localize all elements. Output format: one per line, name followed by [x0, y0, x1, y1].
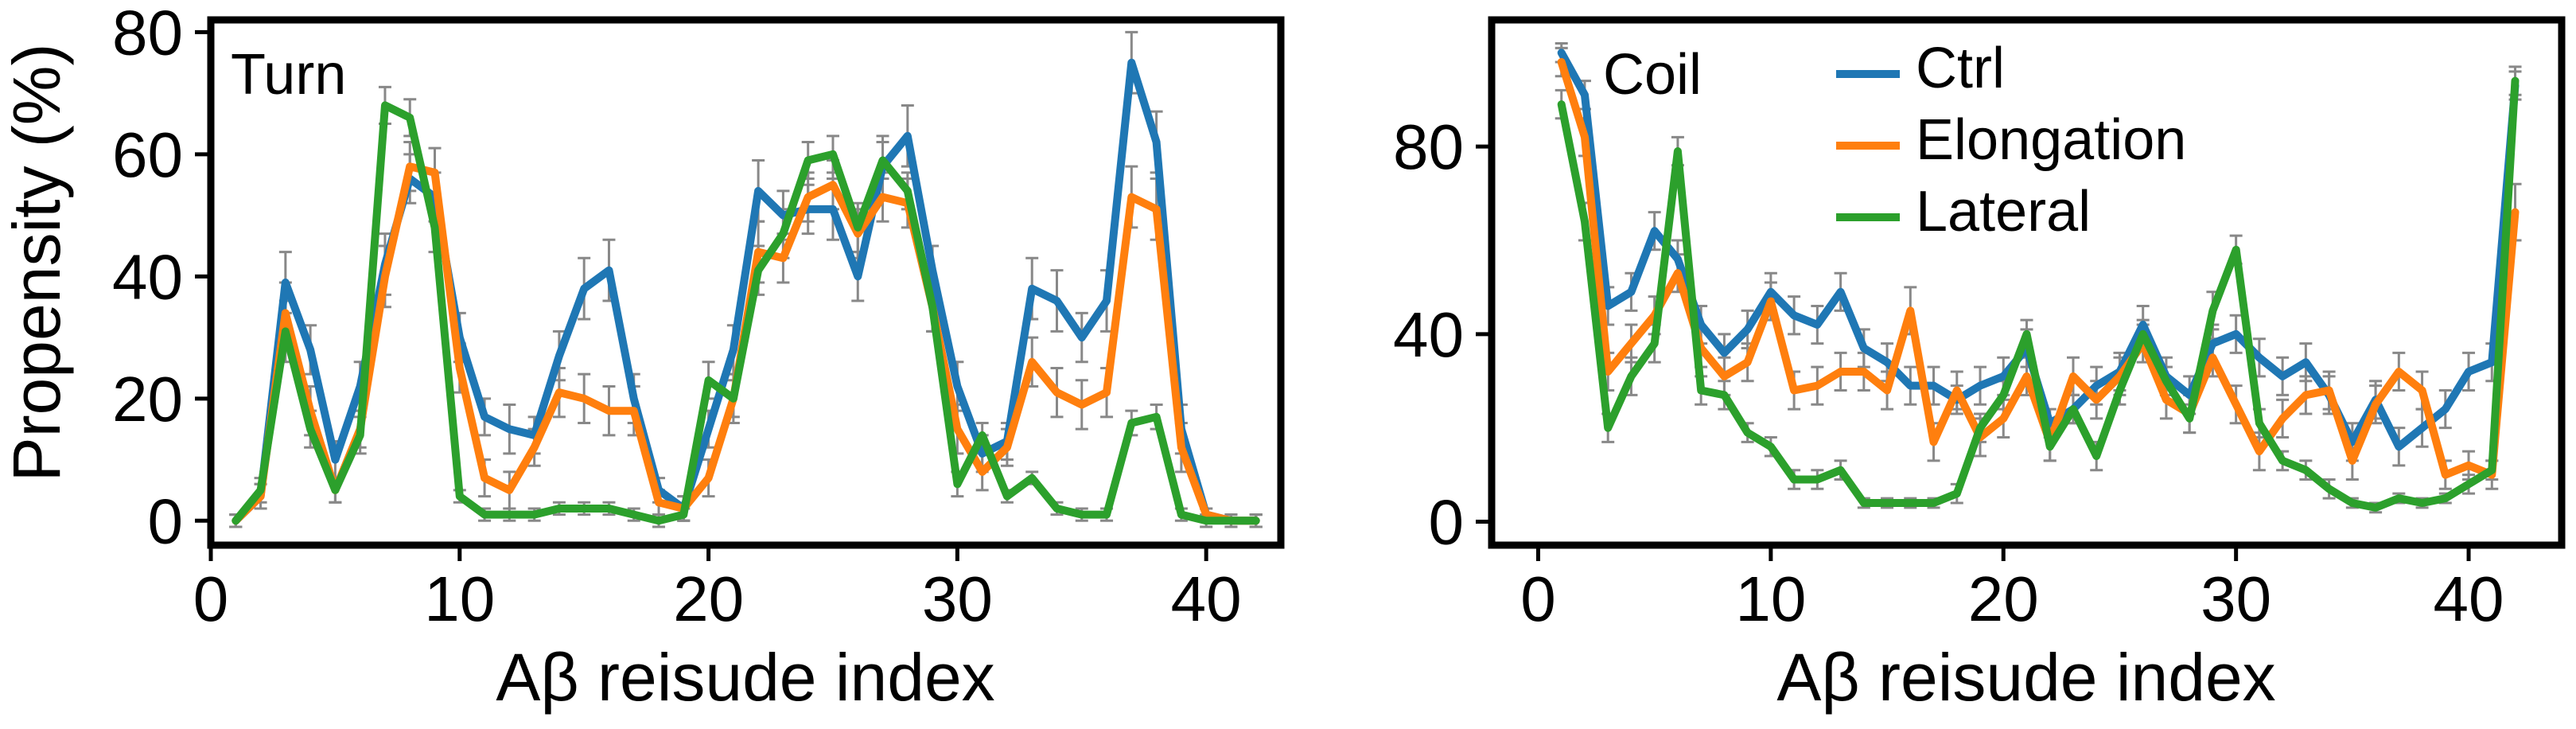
turn-y-tick-label: 60 [112, 119, 183, 190]
legend-label-lateral: Lateral [1916, 180, 2091, 244]
coil-lateral-line [1557, 76, 2520, 512]
coil-panel-label: Coil [1603, 43, 1702, 107]
turn-x-tick-label: 0 [193, 563, 229, 634]
turn-ctrl-line [232, 58, 1260, 525]
coil-x-axis-title: Aβ reisude index [1776, 640, 2275, 715]
turn-panel-label: Turn [231, 43, 346, 107]
turn-plot-frame [207, 16, 1285, 549]
turn-x-tick-label: 30 [922, 563, 993, 634]
turn-y-tick-label: 20 [112, 364, 183, 435]
turn-x-tick-label: 20 [673, 563, 744, 634]
turn-lateral-line [232, 101, 1260, 525]
turn-axis-ticks: 0 10 20 30 40 0 20 40 60 80 [112, 0, 1242, 634]
turn-x-tick-label: 40 [1171, 563, 1242, 634]
coil-panel: 0 10 20 30 40 0 40 80 Coil Aβ reisude index Ctr… [1393, 16, 2566, 715]
coil-series-lines [1557, 49, 2520, 512]
turn-y-tick-label: 80 [112, 0, 183, 68]
coil-x-tick-label: 40 [2434, 563, 2504, 634]
coil-x-tick-label: 10 [1735, 563, 1806, 634]
coil-axis-ticks: 0 10 20 30 40 0 40 80 [1393, 111, 2504, 634]
coil-x-tick-label: 20 [1968, 563, 2039, 634]
coil-y-tick-label: 40 [1393, 299, 1464, 370]
turn-y-tick-label: 40 [112, 241, 183, 312]
turn-y-tick-label: 0 [148, 485, 184, 556]
legend-label-ctrl: Ctrl [1916, 37, 2005, 100]
legend-label-elongation: Elongation [1916, 108, 2186, 172]
turn-panel: 0 10 20 30 40 0 20 40 60 80 Turn Aβ reisude index [112, 0, 1285, 715]
turn-x-axis-title: Aβ reisude index [496, 640, 994, 715]
y-axis-title: Propensity (%) [0, 44, 74, 482]
coil-x-tick-label: 0 [1520, 563, 1556, 634]
turn-series-lines [232, 58, 1260, 525]
turn-x-tick-label: 10 [424, 563, 495, 634]
coil-y-tick-label: 80 [1393, 111, 1464, 182]
coil-y-tick-label: 0 [1429, 487, 1465, 558]
legend: Ctrl Elongation Lateral [1836, 37, 2186, 244]
coil-plot-frame [1488, 16, 2566, 549]
coil-x-tick-label: 30 [2200, 563, 2271, 634]
